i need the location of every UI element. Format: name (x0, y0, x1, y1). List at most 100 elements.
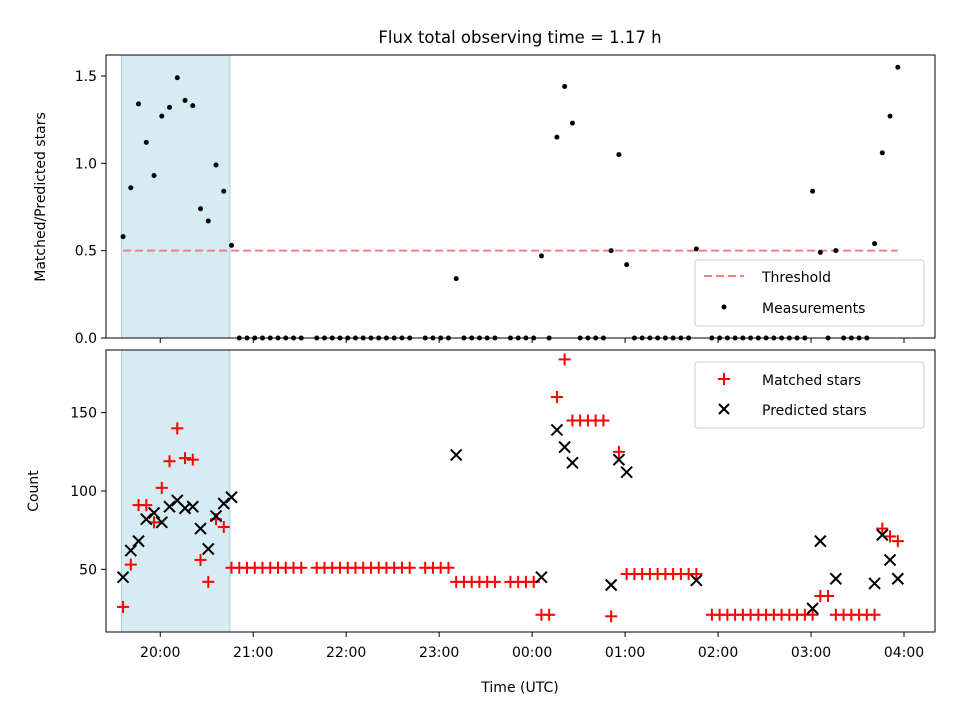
predicted-star-point (194, 522, 207, 535)
legend-predicted-label: Predicted stars (762, 403, 867, 419)
matched-star-point (171, 422, 184, 435)
predicted-star-point (147, 506, 161, 520)
bottom-x-tick-label: 20:00 (140, 645, 180, 661)
legend-matched-swatch (718, 373, 730, 385)
predicted-star-point (124, 544, 137, 557)
measurement-point (120, 234, 126, 240)
predicted-star-point (806, 602, 819, 615)
top-y-tick-label: 1.5 (75, 69, 97, 85)
legend-measurements-swatch (721, 304, 727, 310)
top-y-ticks: 0.0 0.5 1.0 1.5 (75, 69, 106, 347)
top-plot-frame (105, 54, 936, 339)
matched-star-point (124, 558, 137, 571)
predicted-star-point (140, 512, 153, 526)
matched-star-point (403, 561, 416, 574)
measurement-point (213, 162, 219, 168)
matched-star-point (806, 608, 819, 621)
predicted-star-point (876, 528, 889, 542)
predicted-star-point (566, 456, 579, 470)
bottom-x-tick-label: 03:00 (791, 645, 831, 661)
x-axis-label: Time (UTC) (480, 680, 558, 696)
predicted-star-point (535, 570, 548, 584)
legend-predicted-swatch (718, 403, 730, 415)
matched-star-point (163, 455, 176, 468)
measurement-point (810, 188, 816, 194)
measurement-point (159, 113, 165, 119)
bottom-x-tick-label: 21:00 (233, 645, 273, 661)
bottom-x-tick-label: 02:00 (698, 645, 738, 661)
bottom-y-tick-label: 150 (70, 406, 97, 422)
measurement-point (128, 185, 134, 191)
top-y-tick-label: 0.0 (75, 331, 97, 347)
bottom-x-tick-label: 22:00 (326, 645, 366, 661)
bottom-x-ticks: 20:00 21:00 22:00 23:00 00:00 01:00 02:00 03:00… (140, 632, 924, 661)
measurement-point (608, 248, 614, 254)
measurement-point (616, 152, 622, 158)
matched-star-point (202, 575, 215, 588)
matched-star-point (612, 445, 625, 458)
top-shaded-region (120, 54, 231, 339)
measurement-point (887, 113, 893, 119)
measurement-point (554, 134, 560, 140)
predicted-star-point (217, 497, 230, 510)
bottom-y-tick-label: 50 (79, 562, 97, 578)
matched-star-point (442, 561, 455, 574)
measurement-point (143, 139, 149, 145)
predicted-star-point (163, 500, 176, 513)
bottom-x-tick-label: 23:00 (419, 645, 459, 661)
predicted-star-point (202, 542, 215, 556)
predicted-star-point (449, 448, 463, 462)
predicted-star-point (883, 553, 897, 567)
bottom-x-tick-label: 04:00 (884, 645, 924, 661)
matched-star-point (543, 608, 556, 621)
measurement-point (879, 150, 885, 156)
predicted-star-point (814, 534, 827, 548)
predicted-star-point (116, 570, 130, 584)
measurement-point (182, 97, 188, 103)
predicted-star-point (132, 534, 145, 548)
matched-star-point (822, 589, 835, 602)
measurement-point (205, 218, 211, 224)
measurement-point (624, 262, 630, 268)
measurement-point (872, 241, 878, 247)
matched-star-point (884, 530, 897, 543)
measurement-point (569, 120, 575, 126)
legend-measurements-label: Measurements (762, 301, 865, 317)
legend-threshold-label: Threshold (761, 270, 831, 286)
predicted-star-point (620, 465, 633, 479)
matched-star-point (194, 553, 207, 566)
predicted-star-point (550, 423, 564, 437)
top-y-tick-label: 1.0 (75, 156, 97, 172)
matched-star-point (155, 481, 168, 494)
matched-star-point (891, 535, 904, 548)
measurement-point (833, 248, 839, 254)
measurement-point (167, 104, 173, 110)
legend-matched-label: Matched stars (762, 373, 861, 389)
measurement-point (538, 253, 544, 259)
measurement-point (562, 83, 568, 89)
bottom-shaded-region (120, 349, 231, 633)
measurement-point (174, 75, 180, 81)
matched-star-point (140, 499, 153, 512)
matched-star-point (876, 522, 889, 535)
predicted-star-point (225, 491, 238, 504)
predicted-star-point (186, 500, 199, 513)
bottom-y-tick-label: 100 (70, 484, 97, 500)
measurement-point (190, 103, 196, 109)
measurement-point (895, 64, 901, 70)
top-legend: Threshold Measurements (694, 259, 925, 327)
measurement-point (151, 173, 157, 179)
matched-star-point (868, 608, 881, 621)
measurement-point (453, 276, 459, 282)
bottom-y-axis-label: Count (26, 470, 42, 512)
top-y-tick-label: 0.5 (75, 244, 97, 260)
bottom-x-tick-label: 01:00 (605, 645, 645, 661)
predicted-star-point (868, 577, 881, 590)
matched-star-point (179, 452, 192, 465)
measurement-point (136, 101, 142, 107)
measurement-point (817, 249, 823, 255)
measurement-point (221, 188, 227, 194)
matched-star-point (690, 568, 703, 581)
matched-stars-points (117, 353, 904, 623)
